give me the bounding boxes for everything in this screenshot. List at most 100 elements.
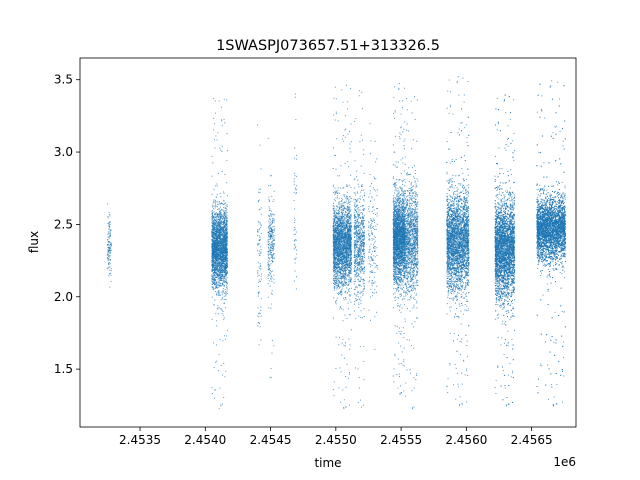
data-point (220, 257, 222, 259)
data-point (296, 155, 298, 157)
data-point (342, 262, 344, 264)
data-point (335, 191, 337, 193)
data-point (346, 230, 348, 232)
data-point (216, 261, 218, 263)
data-point (108, 223, 110, 225)
data-point (259, 144, 261, 146)
data-point (348, 217, 350, 219)
data-point (341, 217, 343, 219)
data-point (268, 215, 270, 217)
data-point (211, 217, 213, 219)
data-point (258, 235, 260, 237)
data-point (220, 196, 222, 198)
data-point (333, 207, 335, 209)
data-point (213, 226, 215, 228)
data-point (226, 288, 228, 290)
data-point (222, 228, 224, 230)
data-point (219, 227, 221, 229)
data-point (342, 267, 344, 269)
data-point (226, 99, 228, 101)
data-point (294, 233, 296, 235)
data-point (221, 226, 223, 228)
data-point (222, 215, 224, 217)
data-point (273, 246, 275, 248)
data-point (342, 265, 344, 267)
data-point (347, 161, 349, 163)
data-point (214, 276, 216, 278)
data-point (217, 252, 219, 254)
data-point (226, 231, 228, 233)
data-point (226, 272, 228, 274)
data-point (213, 272, 215, 274)
data-point (335, 254, 337, 256)
data-point (216, 267, 218, 269)
data-point (257, 292, 259, 294)
data-point (260, 315, 262, 317)
data-point (217, 237, 219, 239)
data-point (219, 243, 221, 245)
data-point (218, 225, 220, 227)
data-point (344, 264, 346, 266)
data-point (226, 292, 228, 294)
data-point (217, 234, 219, 236)
data-point (271, 229, 273, 231)
data-point (219, 252, 221, 254)
data-point (336, 229, 338, 231)
data-point (339, 229, 341, 231)
data-point (338, 232, 340, 234)
data-point (223, 242, 225, 244)
data-point (340, 227, 342, 229)
data-point (340, 248, 342, 250)
data-point (348, 252, 350, 254)
data-point (350, 239, 352, 241)
data-point (339, 207, 341, 209)
data-point (221, 294, 223, 296)
data-point (344, 259, 346, 261)
data-point (217, 260, 219, 262)
data-point (336, 293, 338, 295)
data-point (257, 201, 259, 203)
data-point (272, 238, 274, 240)
data-point (339, 218, 341, 220)
data-point (226, 251, 228, 253)
data-point (216, 266, 218, 268)
data-point (221, 251, 223, 253)
data-point (109, 251, 111, 253)
data-point (334, 267, 336, 269)
data-point (334, 242, 336, 244)
data-point (226, 259, 228, 261)
data-point (346, 208, 348, 210)
data-point (257, 275, 259, 277)
data-point (219, 244, 221, 246)
data-point (226, 248, 228, 250)
data-point (214, 264, 216, 266)
data-point (349, 271, 351, 273)
data-point (108, 249, 110, 251)
data-point (108, 264, 110, 265)
data-point (343, 399, 345, 401)
data-point (270, 233, 272, 235)
data-point (109, 233, 111, 235)
data-point (225, 244, 227, 246)
data-point (269, 227, 271, 229)
data-point (349, 263, 351, 265)
data-point (344, 267, 346, 269)
data-point (222, 247, 224, 249)
data-point (269, 230, 271, 232)
data-point (213, 242, 215, 244)
data-point (218, 274, 220, 276)
data-point (295, 119, 297, 121)
data-point (343, 205, 345, 207)
data-point (216, 230, 218, 232)
data-point (225, 266, 227, 268)
data-point (213, 278, 215, 280)
data-point (342, 101, 344, 103)
data-point (335, 336, 337, 338)
data-point (257, 315, 259, 317)
data-point (345, 264, 347, 266)
data-point (269, 238, 271, 240)
data-point (260, 268, 262, 270)
data-point (271, 235, 272, 237)
data-point (213, 252, 215, 254)
data-point (217, 277, 219, 279)
